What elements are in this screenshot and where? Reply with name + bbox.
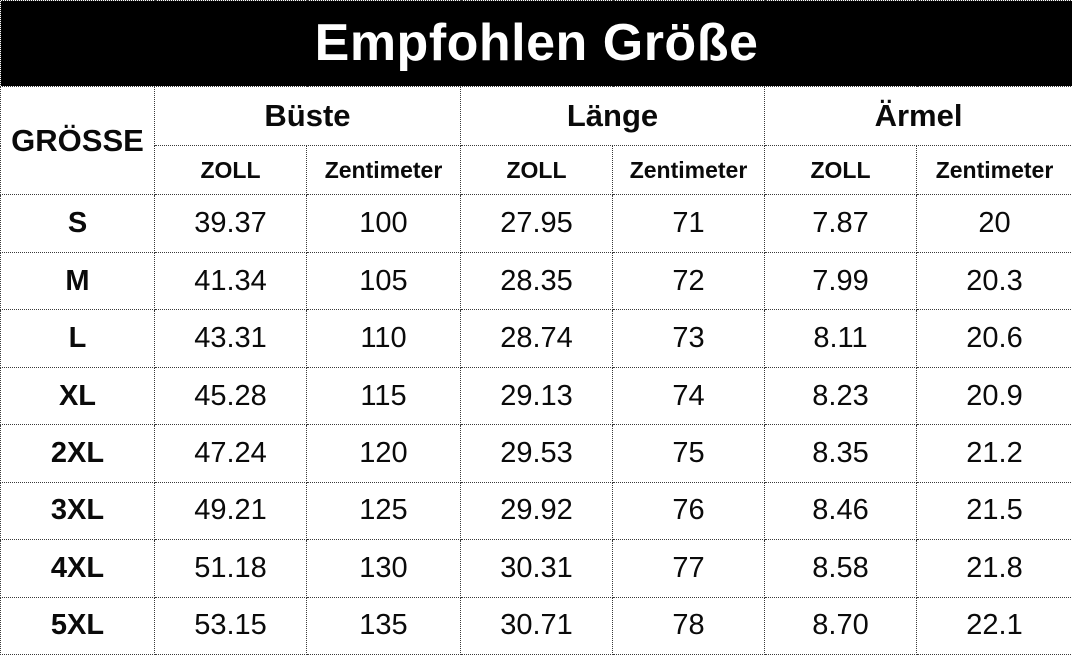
- value-cell: 135: [306, 596, 461, 655]
- table-row-l: L 43.31 110 28.74 73 8.11 20.6: [0, 309, 1072, 368]
- size-label: 4XL: [0, 539, 155, 598]
- value-cell: 78: [612, 596, 765, 655]
- value-cell: 53.15: [154, 596, 307, 655]
- value-cell: 125: [306, 481, 461, 541]
- value-cell: 8.46: [764, 481, 917, 541]
- value-cell: 30.71: [460, 596, 613, 655]
- value-cell: 120: [306, 424, 461, 483]
- subheader-bueste-zoll: ZOLL: [154, 145, 307, 196]
- value-cell: 28.74: [460, 309, 613, 368]
- subheader-aermel-zoll: ZOLL: [764, 145, 917, 196]
- size-label: 2XL: [0, 424, 155, 483]
- value-cell: 22.1: [915, 596, 1072, 655]
- size-label: L: [0, 309, 155, 368]
- value-cell: 77: [612, 539, 765, 598]
- subheader-aermel-zentimeter: Zentimeter: [915, 145, 1072, 196]
- value-cell: 41.34: [154, 251, 307, 311]
- value-cell: 8.23: [764, 366, 917, 426]
- value-cell: 8.11: [764, 309, 917, 368]
- table-row-5xl: 5XL 53.15 135 30.71 78 8.70 22.1: [0, 596, 1072, 655]
- subheader-laenge-zoll: ZOLL: [460, 145, 613, 196]
- size-label: XL: [0, 366, 155, 426]
- column-header-groesse: GRÖSSE: [0, 85, 155, 196]
- table-row-s: S 39.37 100 27.95 71 7.87 20: [0, 194, 1072, 253]
- table-row-xl: XL 45.28 115 29.13 74 8.23 20.9: [0, 366, 1072, 426]
- value-cell: 115: [306, 366, 461, 426]
- value-cell: 20.3: [915, 251, 1072, 311]
- value-cell: 20.9: [915, 366, 1072, 426]
- value-cell: 8.35: [764, 424, 917, 483]
- value-cell: 29.13: [460, 366, 613, 426]
- value-cell: 7.99: [764, 251, 917, 311]
- table-row-4xl: 4XL 51.18 130 30.31 77 8.58 21.8: [0, 539, 1072, 598]
- value-cell: 47.24: [154, 424, 307, 483]
- value-cell: 39.37: [154, 194, 307, 253]
- size-label: S: [0, 194, 155, 253]
- size-label: 5XL: [0, 596, 155, 655]
- value-cell: 29.53: [460, 424, 613, 483]
- title-banner: Empfohlen Größe: [0, 0, 1072, 87]
- table-row-2xl: 2XL 47.24 120 29.53 75 8.35 21.2: [0, 424, 1072, 483]
- value-cell: 8.58: [764, 539, 917, 598]
- group-header-laenge: Länge: [460, 85, 765, 147]
- value-cell: 100: [306, 194, 461, 253]
- value-cell: 21.8: [915, 539, 1072, 598]
- size-label: M: [0, 251, 155, 311]
- value-cell: 28.35: [460, 251, 613, 311]
- value-cell: 45.28: [154, 366, 307, 426]
- value-cell: 27.95: [460, 194, 613, 253]
- value-cell: 71: [612, 194, 765, 253]
- table-row-3xl: 3XL 49.21 125 29.92 76 8.46 21.5: [0, 481, 1072, 541]
- value-cell: 74: [612, 366, 765, 426]
- value-cell: 105: [306, 251, 461, 311]
- value-cell: 76: [612, 481, 765, 541]
- value-cell: 75: [612, 424, 765, 483]
- value-cell: 51.18: [154, 539, 307, 598]
- value-cell: 21.2: [915, 424, 1072, 483]
- size-label: 3XL: [0, 481, 155, 541]
- value-cell: 7.87: [764, 194, 917, 253]
- value-cell: 73: [612, 309, 765, 368]
- value-cell: 43.31: [154, 309, 307, 368]
- value-cell: 8.70: [764, 596, 917, 655]
- value-cell: 49.21: [154, 481, 307, 541]
- value-cell: 21.5: [915, 481, 1072, 541]
- value-cell: 29.92: [460, 481, 613, 541]
- sub-header-row: ZOLL Zentimeter ZOLL Zentimeter ZOLL Zen…: [1, 145, 1072, 196]
- table-row-m: M 41.34 105 28.35 72 7.99 20.3: [0, 251, 1072, 311]
- value-cell: 30.31: [460, 539, 613, 598]
- value-cell: 20: [915, 194, 1072, 253]
- group-header-bueste: Büste: [154, 85, 461, 147]
- value-cell: 130: [306, 539, 461, 598]
- subheader-bueste-zentimeter: Zentimeter: [306, 145, 461, 196]
- subheader-laenge-zentimeter: Zentimeter: [612, 145, 765, 196]
- page-title: Empfohlen Größe: [0, 0, 1072, 87]
- value-cell: 72: [612, 251, 765, 311]
- value-cell: 20.6: [915, 309, 1072, 368]
- group-header-aermel: Ärmel: [763, 85, 1072, 147]
- group-header-row: GRÖSSE Büste Länge Ärmel: [0, 85, 1072, 196]
- value-cell: 110: [306, 309, 461, 368]
